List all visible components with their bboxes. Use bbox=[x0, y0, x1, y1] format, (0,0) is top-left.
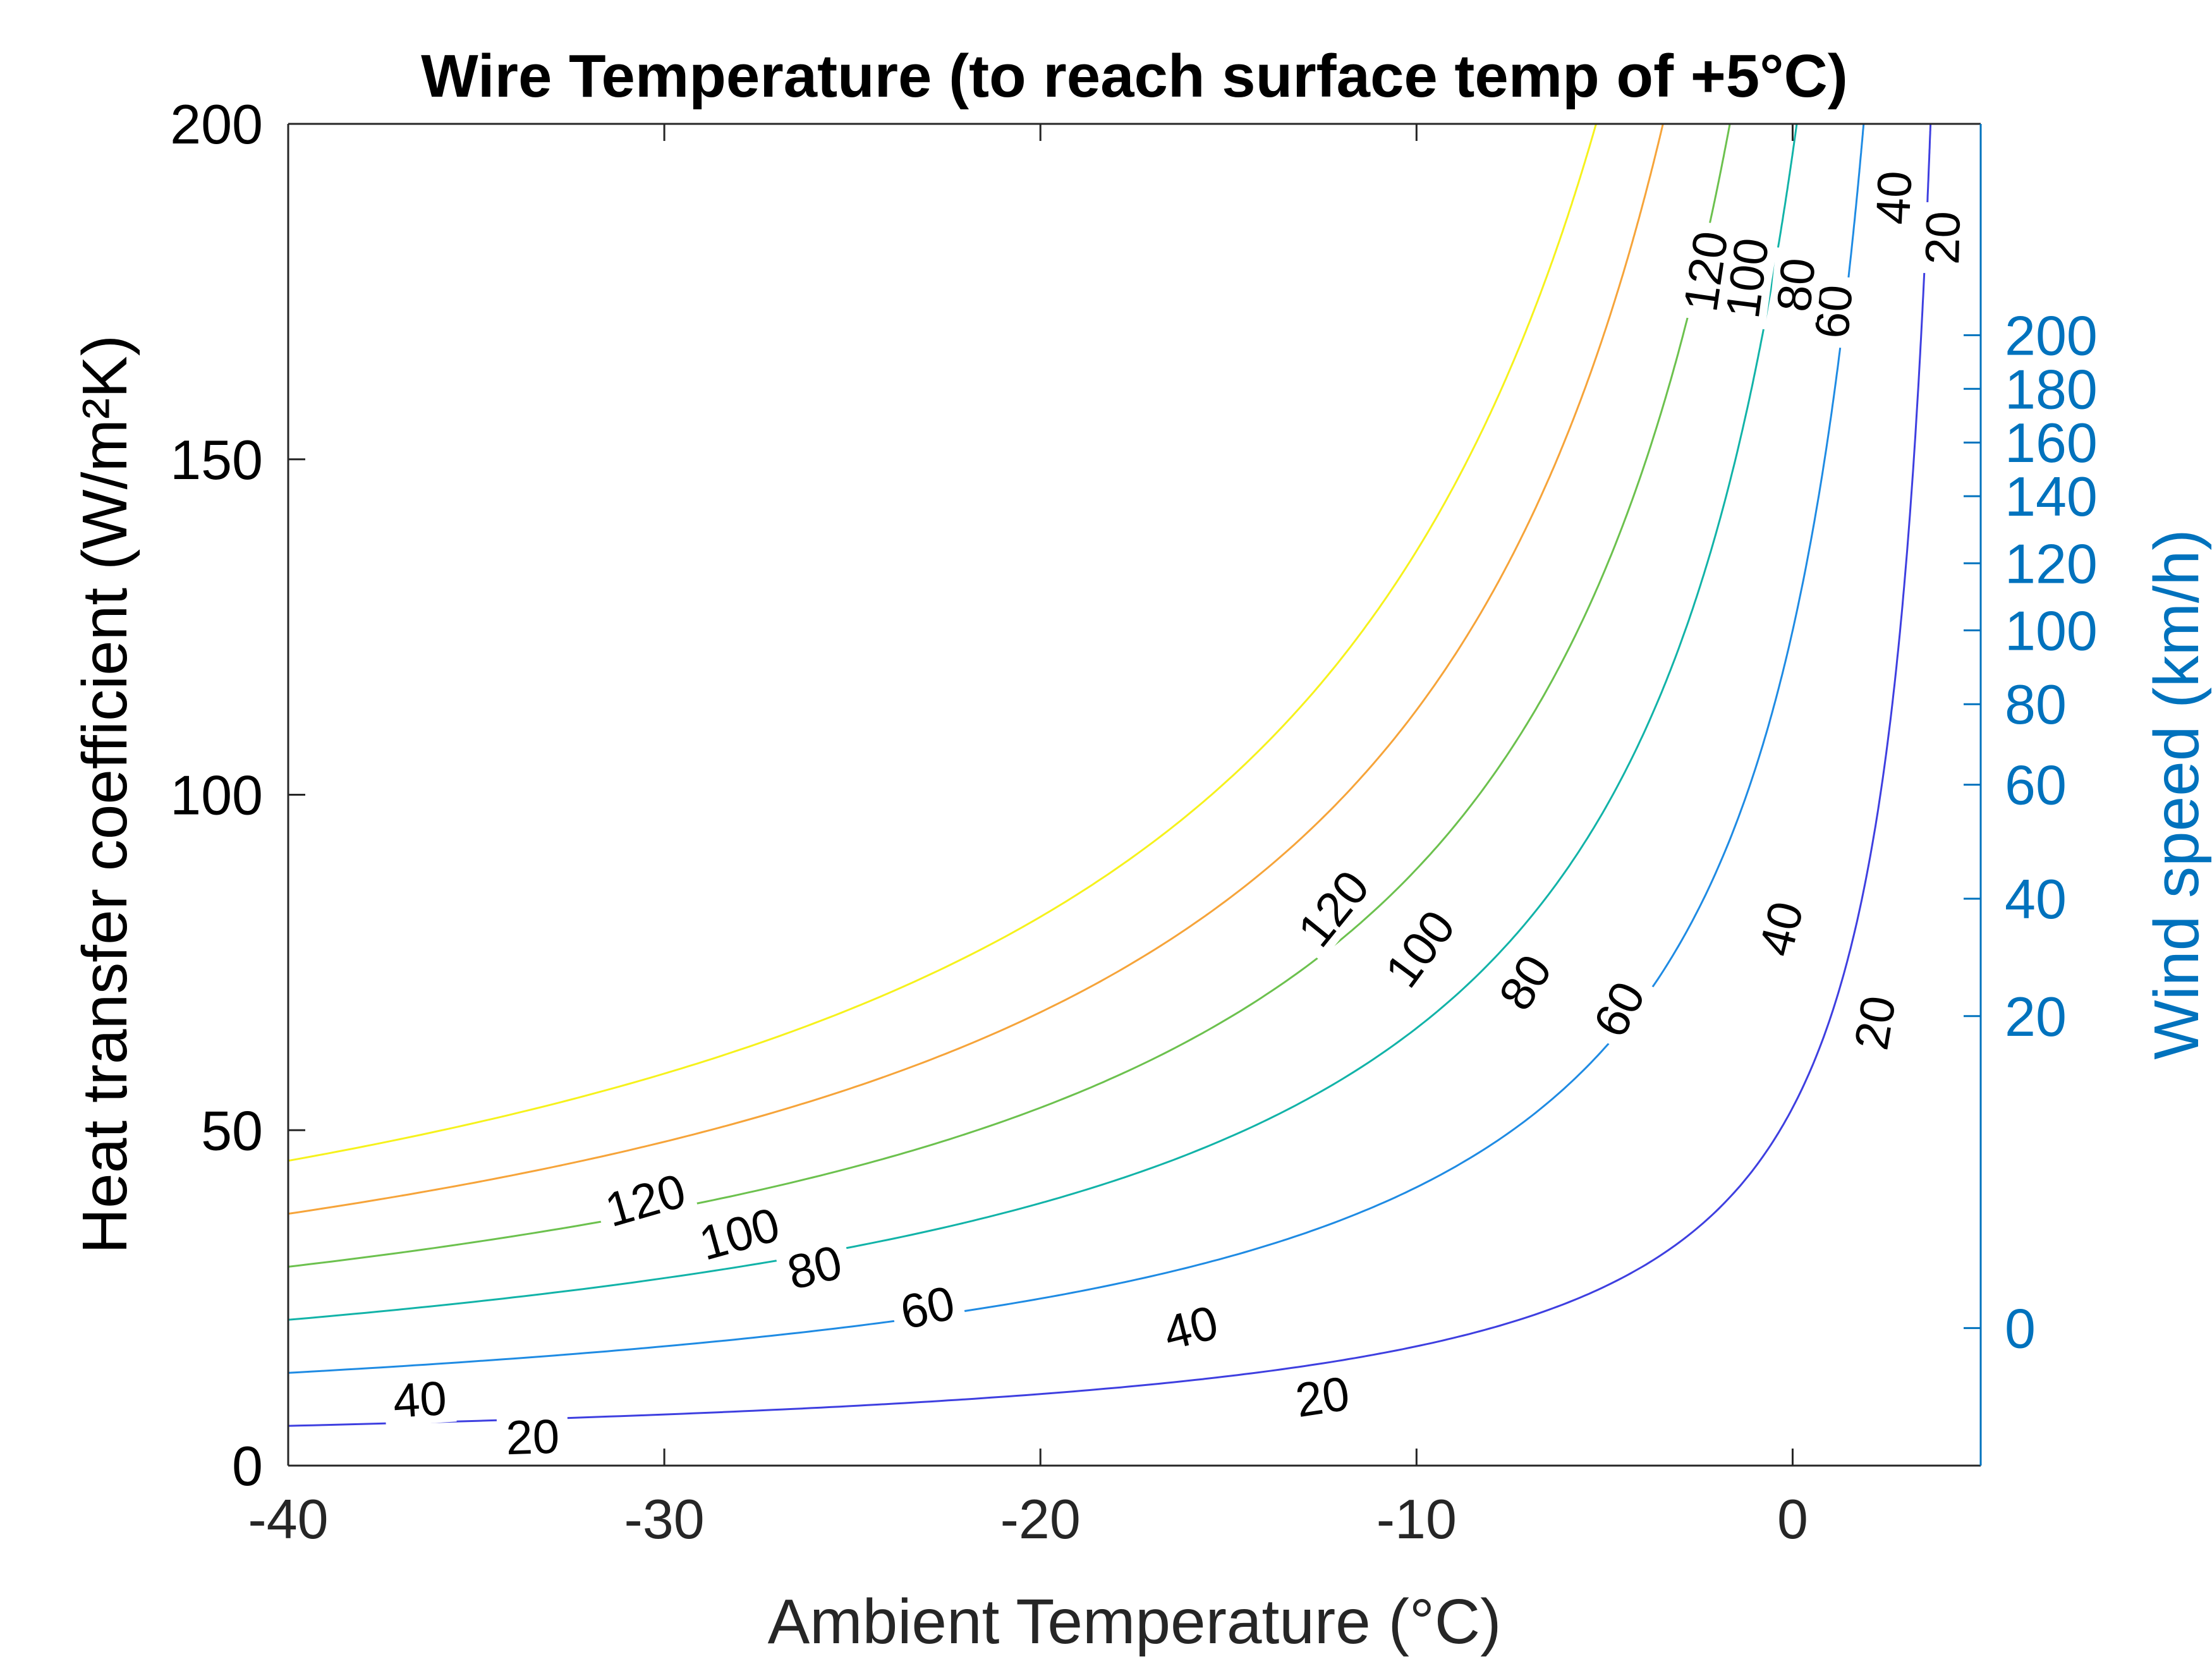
secondary-y-tick-label: 20 bbox=[2005, 985, 2067, 1048]
x-tick-label: 0 bbox=[1777, 1488, 1808, 1550]
contour-label-bg bbox=[686, 1198, 793, 1270]
axes: -40 -30 -20 -10 0050100150200020406080100120… bbox=[170, 93, 2098, 1550]
contour-label-bg bbox=[1284, 856, 1383, 962]
contour-label-20: 20 bbox=[1916, 210, 1971, 265]
y-axis-label: Heat transfer coefficient (W/m²K) bbox=[70, 335, 140, 1254]
contour-label-60: 60 bbox=[896, 1276, 959, 1340]
contour-line-80 bbox=[288, 123, 1731, 1268]
secondary-y-tick-label: 80 bbox=[2005, 673, 2067, 736]
contour-label-bg bbox=[1675, 219, 1737, 324]
chart-title: Wire Temperature (to reach surface temp … bbox=[421, 42, 1848, 110]
secondary-y-tick-label: 160 bbox=[2005, 411, 2098, 474]
contour-label-bg bbox=[496, 1412, 569, 1463]
contour-label-40: 40 bbox=[391, 1371, 448, 1428]
contour-label-bg bbox=[1486, 940, 1565, 1026]
contour-label-120: 120 bbox=[1674, 228, 1738, 315]
contour-label-20: 20 bbox=[1292, 1366, 1353, 1428]
y-tick-label: 50 bbox=[201, 1099, 263, 1162]
secondary-y-tick-label: 140 bbox=[2005, 465, 2098, 528]
x-tick-label: -20 bbox=[1000, 1488, 1081, 1550]
x-axis-label: Ambient Temperature (°C) bbox=[768, 1586, 1502, 1657]
contour-label-bg bbox=[1372, 896, 1469, 1003]
contour-label-bg bbox=[887, 1277, 968, 1339]
contour-label-40: 40 bbox=[1158, 1296, 1224, 1361]
secondary-y-axis-label: Wind speed (km/h) bbox=[2141, 529, 2212, 1059]
secondary-y-tick-label: 200 bbox=[2005, 304, 2098, 367]
contour-label-bg bbox=[1918, 202, 1968, 274]
contour-label-20: 20 bbox=[505, 1410, 560, 1466]
contour-label-bg bbox=[592, 1164, 699, 1237]
y-tick-label: 100 bbox=[170, 764, 263, 827]
secondary-y-tick-label: 180 bbox=[2005, 358, 2098, 420]
contour-label-40: 40 bbox=[1749, 896, 1814, 961]
contour-label-bg bbox=[1150, 1296, 1231, 1360]
contour-label-80: 80 bbox=[1767, 255, 1826, 314]
contour-labels: 2020202040404040606060808080100100100120… bbox=[382, 161, 1971, 1466]
secondary-y-tick-label: 60 bbox=[2005, 754, 2067, 817]
secondary-y-tick-label: 0 bbox=[2005, 1297, 2036, 1359]
contour-label-bg bbox=[1768, 247, 1824, 323]
secondary-y-tick-label: 120 bbox=[2005, 532, 2098, 595]
contour-label-40: 40 bbox=[1866, 170, 1923, 226]
contour-label-20: 20 bbox=[1845, 992, 1907, 1054]
x-tick-label: -10 bbox=[1376, 1488, 1457, 1550]
contour-label-bg bbox=[1845, 983, 1905, 1062]
contour-line-100 bbox=[288, 123, 1664, 1215]
contour-label-bg bbox=[1868, 161, 1920, 234]
contour-label-bg bbox=[1749, 889, 1814, 969]
secondary-y-tick-label: 100 bbox=[2005, 599, 2098, 662]
secondary-y-tick-label: 40 bbox=[2005, 868, 2067, 930]
contour-label-bg bbox=[774, 1236, 855, 1300]
contour-label-bg bbox=[382, 1373, 457, 1426]
contour-label-bg bbox=[1284, 1368, 1361, 1426]
contour-label-bg bbox=[1581, 966, 1658, 1052]
contour-line-20 bbox=[288, 124, 1932, 1427]
plot-background bbox=[288, 124, 1981, 1466]
x-tick-label: -30 bbox=[624, 1488, 705, 1550]
contour-line-60 bbox=[288, 123, 1798, 1321]
contour-label-80: 80 bbox=[782, 1235, 847, 1300]
y-tick-label: 150 bbox=[170, 428, 263, 491]
x-tick-label: -40 bbox=[248, 1488, 328, 1550]
contour-line-120 bbox=[288, 123, 1597, 1162]
y-tick-label: 200 bbox=[170, 93, 263, 155]
contour-label-bg bbox=[1807, 274, 1861, 349]
y-tick-label: 0 bbox=[232, 1435, 263, 1497]
